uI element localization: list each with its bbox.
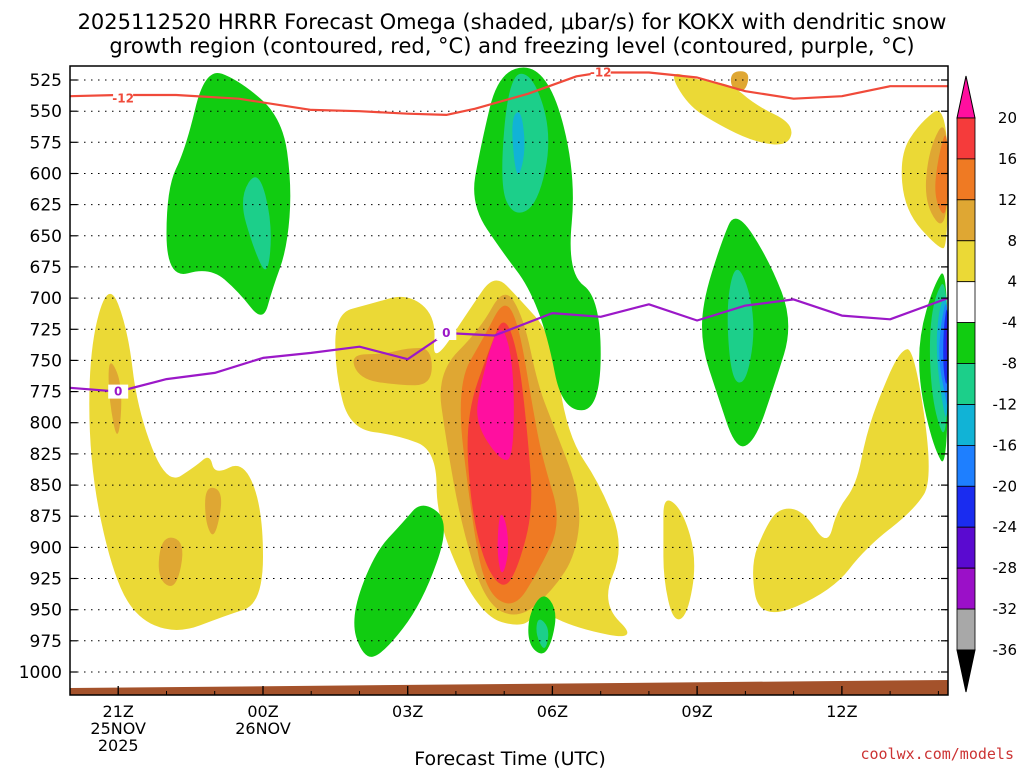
colorbar-label-12: -32 — [993, 600, 1018, 618]
contour-label-1: 0 — [114, 385, 122, 399]
omega-region-21 — [502, 73, 549, 213]
y-tick-label-875: 875 — [30, 507, 62, 527]
omega-region-22 — [512, 112, 525, 174]
y-tick-label-700: 700 — [30, 289, 62, 309]
chart-title-line2: growth region (contoured, red, °C) and f… — [109, 34, 914, 58]
contour-label-bg-0 — [590, 65, 611, 80]
contour-line-1 — [69, 297, 949, 393]
x-axis-title: Forecast Time (UTC) — [414, 748, 605, 768]
y-tick-label-950: 950 — [30, 601, 62, 621]
colorbar-label-11: -28 — [993, 559, 1018, 577]
credit-text: coolwx.com/models — [860, 745, 1014, 763]
omega-region-3 — [205, 487, 222, 535]
y-tick-label-825: 825 — [30, 445, 62, 465]
colorbar-segment-2 — [956, 199, 976, 242]
y-tick-label-775: 775 — [30, 383, 62, 403]
x-tick-label-0-2: 2025 — [98, 736, 139, 755]
colorbar-label-0: 20 — [998, 109, 1017, 127]
x-tick-label-1-0: 00Z — [247, 702, 278, 721]
omega-region-10 — [497, 514, 509, 573]
colorbar-label-3: 8 — [1007, 232, 1017, 250]
omega-region-24 — [727, 269, 754, 383]
contour-label-1: 0 — [442, 326, 450, 340]
x-tick-label-5-0: 12Z — [826, 702, 857, 721]
colorbar-label-8: -16 — [993, 436, 1018, 454]
colorbar-segment-0 — [956, 117, 976, 160]
colorbar-label-5: -4 — [1002, 314, 1017, 332]
omega-region-0 — [89, 293, 263, 630]
y-tick-label-600: 600 — [30, 165, 62, 185]
contour-label-0: -12 — [590, 66, 612, 80]
y-tick-label-575: 575 — [30, 133, 62, 153]
y-axis: 525 550 575 600 625 650 675 700 725 750 775 800 825 8… — [19, 71, 948, 683]
colorbar-top-arrow — [956, 75, 976, 119]
x-tick-label-1-1: 26NOV — [235, 719, 291, 738]
contour-line-0 — [69, 71, 948, 116]
y-tick-label-900: 900 — [30, 538, 62, 558]
omega-region-2 — [158, 537, 183, 587]
colorbar-segment-9 — [956, 485, 976, 528]
y-tick-label-975: 975 — [30, 632, 62, 652]
contour-label-bg-1 — [436, 326, 457, 340]
y-tick-label-925: 925 — [30, 570, 62, 590]
plot-frame — [69, 65, 949, 696]
y-tick-label-750: 750 — [30, 351, 62, 371]
y-tick-label-525: 525 — [30, 71, 62, 91]
omega-region-13 — [753, 349, 929, 613]
colorbar-label-6: -8 — [1002, 355, 1017, 373]
y-tick-label-800: 800 — [30, 414, 62, 434]
colorbar-label-10: -24 — [993, 518, 1018, 536]
colorbar-label-2: 12 — [998, 191, 1017, 209]
terrain-ground — [70, 680, 948, 695]
colorbar-segment-10 — [956, 526, 976, 569]
x-tick-label-3-0: 06Z — [537, 702, 568, 721]
x-tick-label-4-0: 09Z — [681, 702, 712, 721]
x-tick-label-2-0: 03Z — [392, 702, 423, 721]
colorbar-segment-7 — [956, 404, 976, 446]
colorbar-label-1: 16 — [998, 150, 1017, 168]
colorbar-segment-12 — [956, 608, 976, 651]
omega-region-17 — [935, 135, 948, 214]
y-tick-label-1000: 1000 — [19, 663, 62, 683]
omega-region-25 — [354, 505, 444, 657]
y-tick-label-650: 650 — [30, 227, 62, 247]
omega-region-9 — [477, 330, 514, 461]
y-tick-label-625: 625 — [30, 196, 62, 216]
y-tick-label-850: 850 — [30, 476, 62, 496]
y-tick-label-675: 675 — [30, 258, 62, 278]
colorbar-label-4: 4 — [1007, 273, 1017, 291]
chart-title-line1: 2025112520 HRRR Forecast Omega (shaded, … — [78, 10, 947, 34]
colorbar-label-9: -20 — [993, 477, 1018, 495]
omega-region-11 — [663, 500, 695, 620]
colorbar-segment-4 — [956, 281, 976, 324]
colorbar-segment-5 — [956, 322, 976, 364]
chart-titles: 2025112520 HRRR Forecast Omega (shaded, … — [78, 10, 947, 58]
y-tick-label-725: 725 — [30, 320, 62, 340]
colorbar-bottom-arrow — [956, 649, 976, 693]
omega-region-19 — [242, 177, 271, 270]
colorbar-segment-6 — [956, 363, 976, 405]
contour-lines: -12 -12 0 0 — [69, 65, 949, 399]
x-tick-label-0-1: 25NOV — [90, 719, 146, 738]
x-tick-label-0-0: 21Z — [103, 702, 134, 721]
omega-region-12 — [673, 73, 792, 145]
colorbar-label-7: -12 — [993, 396, 1018, 414]
y-tick-label-550: 550 — [30, 102, 62, 122]
colorbar-segment-8 — [956, 444, 976, 487]
contour-label-bg-1 — [108, 384, 129, 399]
contour-label-0: -12 — [112, 92, 134, 106]
contour-label-bg-0 — [113, 91, 134, 106]
omega-region-14 — [730, 71, 749, 91]
colorbar-segment-1 — [956, 158, 976, 201]
colorbar-segment-3 — [956, 240, 976, 283]
colorbar: 20 16 12 8 4 -4 -8 -12 -16 -20 -24 -28 -32 -36 — [956, 75, 1018, 693]
colorbar-segment-11 — [956, 567, 976, 610]
colorbar-label-13: -36 — [993, 641, 1018, 659]
